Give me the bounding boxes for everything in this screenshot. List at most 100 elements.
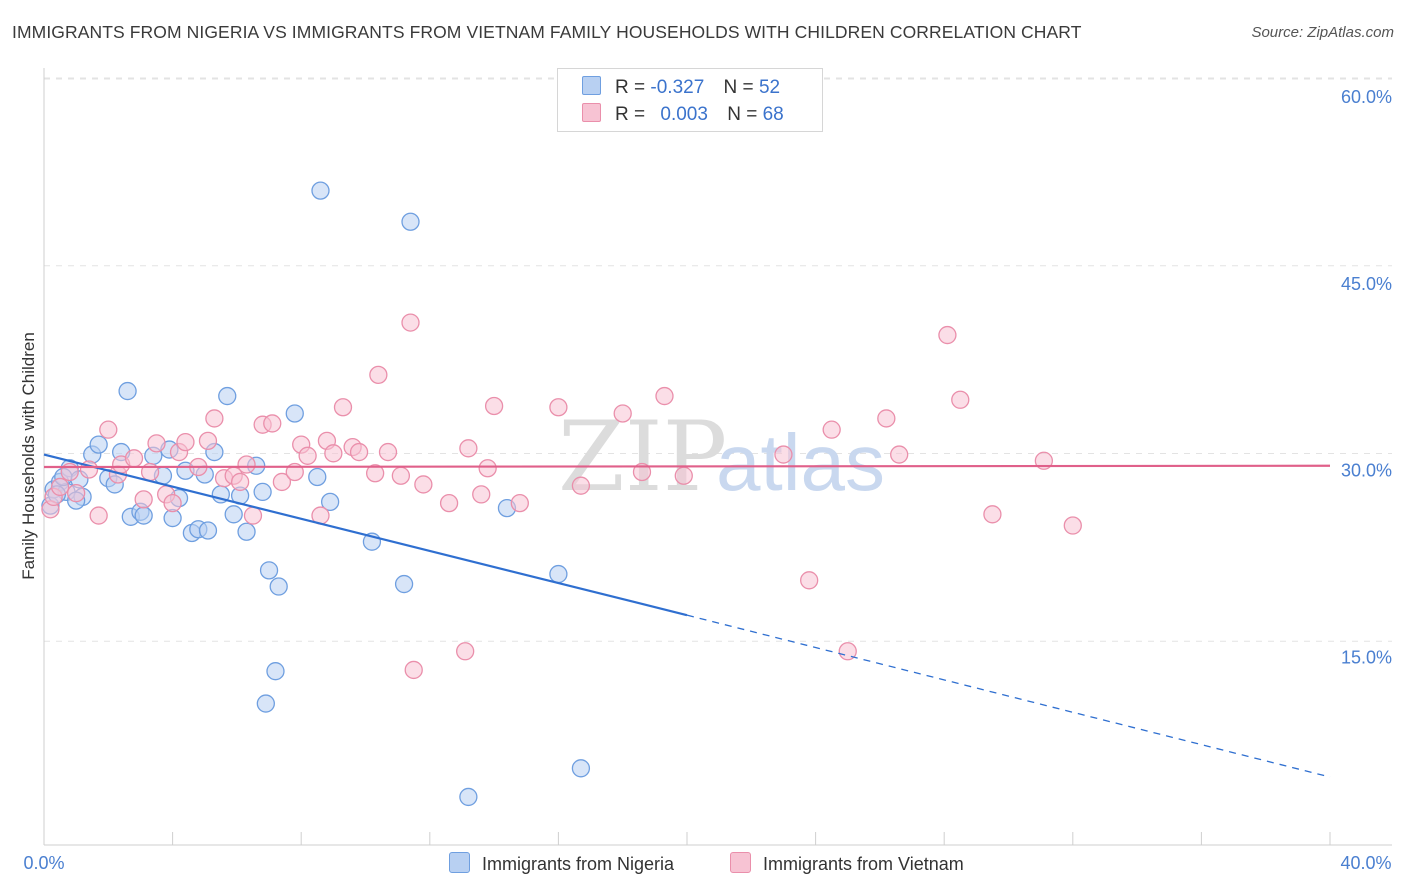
legend-n-label: N = (727, 104, 758, 125)
vietnam-point (655, 386, 674, 406)
nigeria-point (198, 521, 218, 540)
nigeria-point (311, 181, 330, 200)
series-nigeria-points (41, 181, 591, 807)
grid-lines (44, 77, 1392, 642)
nigeria-point (459, 787, 478, 807)
vietnam-point (205, 409, 224, 428)
vietnam-point (838, 642, 857, 661)
vietnam-point (414, 475, 433, 494)
vietnam-point (333, 398, 353, 417)
legend-swatch-nigeria (582, 76, 601, 95)
vietnam-point (484, 396, 504, 416)
trend-lines (43, 453, 1331, 778)
vietnam-point (198, 431, 218, 451)
nigeria-point (320, 492, 340, 512)
nigeria-point (266, 662, 285, 681)
watermark-zip: ZIP (558, 401, 727, 513)
vietnam-point (176, 432, 195, 452)
nigeria-point (134, 506, 153, 525)
vietnam-point (124, 449, 144, 468)
vietnam-point (877, 409, 896, 428)
vietnam-point (983, 505, 1002, 524)
vietnam-point (99, 420, 118, 439)
y-tick-label: 15.0% (1341, 647, 1392, 667)
bottom-legend-label-nigeria: Immigrants from Nigeria (482, 854, 675, 874)
vietnam-point (391, 466, 411, 485)
nigeria-point (285, 404, 304, 423)
legend-r-label: R = (615, 77, 646, 98)
legend-r-value-nigeria: -0.327 (650, 77, 705, 98)
vietnam-point (89, 506, 108, 525)
source-label: Source: ZipAtlas.com (1251, 24, 1394, 41)
nigeria-point (259, 561, 279, 580)
vietnam-point (272, 472, 292, 492)
correlation-legend: R = -0.327 N = 52 R = 0.003 N = 68 (557, 68, 823, 132)
vietnam-point (163, 493, 182, 513)
y-tick-label: 45.0% (1341, 274, 1392, 294)
trend-line-nigeria-extension (686, 614, 1331, 778)
legend-row-nigeria: R = -0.327 N = 52 (582, 76, 780, 99)
vietnam-point (439, 493, 459, 513)
vietnam-point (951, 390, 970, 409)
vietnam-point (401, 313, 420, 332)
vietnam-point (478, 459, 497, 478)
nigeria-point (401, 212, 420, 231)
series-vietnam-points (41, 313, 1082, 680)
nigeria-point (237, 522, 256, 541)
vietnam-point (349, 442, 369, 462)
vietnam-point (459, 439, 478, 458)
watermark-atlas: atlas (716, 418, 885, 507)
vietnam-point (230, 472, 250, 492)
nigeria-point (394, 574, 414, 594)
legend-r-value-vietnam: 0.003 (660, 104, 708, 125)
bottom-legend-label-vietnam: Immigrants from Vietnam (763, 854, 964, 874)
vietnam-point (324, 444, 343, 463)
vietnam-point (938, 325, 957, 345)
nigeria-point (549, 564, 568, 584)
vietnam-point (243, 506, 263, 525)
vietnam-point (378, 442, 398, 462)
vietnam-point (890, 445, 909, 464)
vietnam-point (632, 462, 652, 482)
y-axis-label: Family Households with Children (19, 332, 38, 580)
axes (43, 68, 1392, 846)
bottom-legend-vietnam: Immigrants from Vietnam (730, 852, 964, 875)
vietnam-point (822, 420, 841, 439)
legend-r-label: R = (615, 104, 646, 125)
legend-n-value-vietnam: 68 (762, 104, 784, 125)
vietnam-point (674, 466, 693, 485)
bottom-legend-swatch-vietnam (730, 852, 751, 873)
vietnam-point (365, 464, 385, 483)
x-tick-label: 40.0% (1340, 853, 1391, 873)
vietnam-point (549, 398, 568, 417)
nigeria-point (224, 505, 243, 524)
vietnam-point (147, 434, 166, 453)
vietnam-point (774, 445, 793, 464)
nigeria-point (218, 386, 237, 406)
bottom-legend-swatch-nigeria (449, 852, 470, 873)
vietnam-point (1063, 516, 1082, 535)
vietnam-point (510, 493, 529, 513)
nigeria-point (89, 435, 108, 454)
nigeria-point (308, 467, 327, 487)
vietnam-point (800, 571, 819, 590)
nigeria-point (256, 694, 275, 713)
vietnam-point (237, 455, 256, 474)
nigeria-point (253, 482, 272, 502)
vietnam-point (263, 414, 282, 433)
vietnam-point (134, 490, 153, 509)
vietnam-point (298, 446, 317, 465)
y-tick-label: 60.0% (1341, 87, 1392, 107)
chart-title: IMMIGRANTS FROM NIGERIA VS IMMIGRANTS FR… (12, 22, 1082, 42)
legend-row-vietnam: R = 0.003 N = 68 (582, 103, 784, 126)
vietnam-point (404, 660, 423, 680)
vietnam-point (67, 484, 86, 503)
nigeria-point (571, 759, 591, 778)
x-tick-label: 0.0% (23, 853, 64, 873)
vietnam-point (50, 477, 70, 497)
legend-n-value-nigeria: 52 (758, 77, 781, 98)
legend-n-label: N = (723, 77, 754, 98)
tick-labels: 15.0% 30.0% 45.0% 60.0% 0.0% 40.0% (23, 87, 1392, 873)
nigeria-point (269, 577, 288, 596)
